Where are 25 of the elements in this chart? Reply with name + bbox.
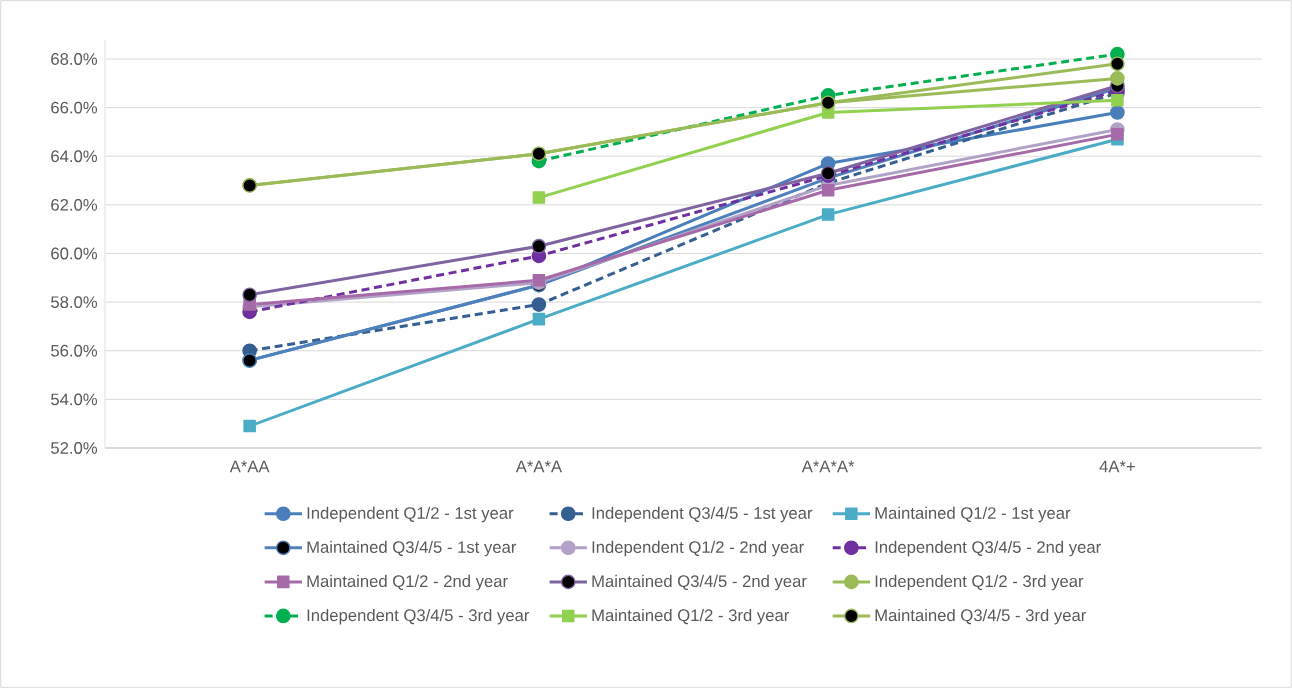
legend-label: Maintained Q3/4/5 - 2nd year (592, 574, 807, 591)
y-tick-label: 58.0% (51, 296, 98, 309)
y-tick-label: 52.0% (51, 442, 98, 454)
y-tick-label: 64.0% (51, 150, 98, 163)
legend-label: Maintained Q1/2 - 2nd year (307, 574, 508, 591)
legend-label: Independent Q3/4/5 - 1st year (592, 506, 813, 523)
legend-label: Independent Q1/2 - 2nd year (592, 540, 804, 557)
legend-label: Independent Q1/2 - 3rd year (875, 574, 1084, 591)
x-tick-label: A*A*A (515, 460, 562, 473)
legend-label: Independent Q3/4/5 - 3rd year (307, 608, 530, 625)
legend-label: Maintained Q1/2 - 3rd year (592, 608, 790, 625)
x-tick-label: 4A*+ (1099, 460, 1135, 473)
y-tick-label: 56.0% (51, 344, 98, 357)
x-tick-label: A*AA (229, 460, 270, 473)
y-tick-label: 68.0% (51, 53, 98, 65)
legend-label: Independent Q1/2 - 1st year (307, 506, 514, 523)
y-tick-label: 66.0% (51, 101, 98, 114)
legend-label: Maintained Q3/4/5 - 3rd year (875, 608, 1087, 625)
y-tick-label: 60.0% (51, 247, 98, 260)
y-tick-label: 54.0% (51, 393, 98, 406)
y-tick-label: 62.0% (51, 198, 98, 211)
legend-label: Independent Q3/4/5 - 2nd year (875, 540, 1101, 557)
legend-label: Maintained Q3/4/5 - 1st year (307, 540, 517, 557)
x-tick-label: A*A*A* (801, 460, 855, 473)
legend-label: Maintained Q1/2 - 1st year (875, 506, 1071, 523)
